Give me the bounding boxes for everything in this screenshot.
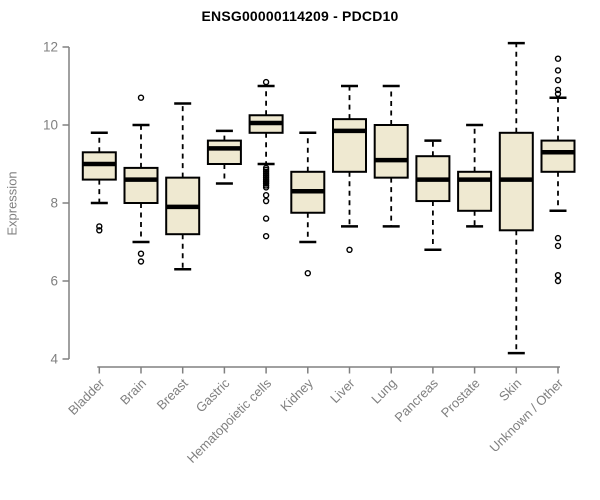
outlier-point [554, 67, 562, 74]
x-axis-category-label: Gastric [193, 375, 233, 415]
outlier-point [554, 242, 562, 250]
outlier-point [554, 90, 562, 98]
outlier-point [554, 55, 562, 62]
x-axis-category-label: Lung [368, 376, 399, 407]
outlier-point [304, 270, 311, 277]
box [123, 166, 159, 204]
outlier-point [96, 227, 103, 234]
x-axis-category-label: Pancreas [392, 375, 442, 425]
x-axis-category-label: Skin [496, 376, 524, 404]
outlier-point [262, 197, 270, 205]
outlier-point [554, 277, 562, 285]
outlier-point [262, 78, 270, 86]
x-axis-category-label: Brain [117, 376, 149, 408]
y-axis-tick-label: 8 [50, 196, 58, 211]
x-axis-category-label: Unknown / Other [487, 375, 567, 455]
outlier-point [262, 191, 270, 199]
box [540, 139, 576, 173]
outlier-point [262, 232, 270, 240]
x-axis-category-label: Prostate [438, 376, 483, 421]
y-axis-tick-label: 6 [50, 274, 58, 289]
chart-title: ENSG00000114209 - PDCD10 [201, 8, 399, 24]
outlier-point [96, 223, 103, 230]
box [332, 118, 367, 173]
outlier-point [137, 250, 145, 257]
outlier-point [554, 86, 562, 94]
outlier-point [262, 184, 270, 191]
y-axis-tick-label: 12 [43, 40, 58, 55]
x-axis-category-label: Breast [154, 375, 191, 412]
outlier-point [137, 258, 145, 265]
box [373, 124, 409, 179]
box [206, 139, 242, 166]
x-axis-category-label: Bladder [65, 375, 108, 418]
y-axis-tick-label: 4 [50, 352, 58, 367]
outlier-point [346, 246, 353, 254]
y-axis-tick-label: 10 [43, 118, 58, 133]
outlier-point [554, 234, 562, 242]
outlier-point [554, 271, 562, 279]
x-axis-category-label: Liver [327, 375, 358, 406]
outlier-point [554, 76, 562, 84]
outlier-point [262, 215, 270, 222]
outlier-point [137, 94, 145, 101]
x-axis-category-label: Kidney [277, 375, 316, 414]
